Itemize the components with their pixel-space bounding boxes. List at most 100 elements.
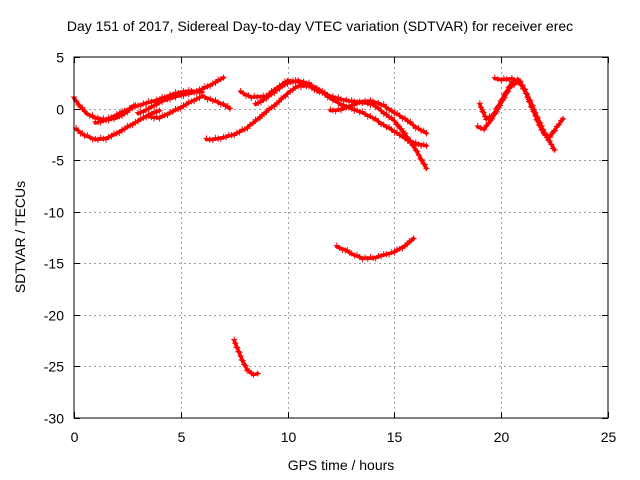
data-point	[233, 344, 240, 350]
x-tick-label: 10	[281, 429, 297, 445]
data-point	[292, 77, 299, 84]
data-point	[156, 115, 163, 122]
data-point	[234, 344, 241, 351]
data-point	[423, 142, 430, 149]
data-point	[135, 118, 142, 125]
axis-ticks: 0 5 10 15 20 25 5 0 -5 -10 -15 -20 -25 -30	[44, 50, 617, 446]
data-point	[356, 109, 363, 116]
data-point	[362, 97, 369, 104]
data-point	[399, 132, 406, 139]
data-point	[116, 129, 123, 136]
data-point	[386, 123, 393, 130]
x-axis-label: GPS time / hours	[287, 457, 395, 473]
data-point	[540, 130, 547, 137]
data-point	[414, 148, 421, 155]
data-point	[528, 103, 535, 110]
data-point	[92, 135, 99, 142]
data-point	[308, 82, 315, 89]
data-point	[305, 79, 312, 86]
data-point	[420, 127, 427, 134]
data-point	[164, 112, 171, 119]
data-point	[527, 99, 534, 106]
data-point	[193, 89, 200, 96]
data-point	[386, 251, 393, 258]
data-point	[204, 96, 211, 103]
series-arc11	[231, 336, 261, 378]
data-point	[177, 105, 184, 112]
data-point	[191, 98, 198, 105]
data-point	[143, 100, 150, 107]
data-point	[79, 104, 86, 111]
data-point	[265, 91, 272, 98]
data-point	[129, 105, 136, 112]
data-point	[548, 141, 555, 148]
data-point	[236, 349, 243, 356]
data-point	[511, 77, 518, 84]
x-tick-label: 5	[178, 429, 186, 445]
data-point	[539, 127, 546, 134]
x-tick-label: 25	[601, 429, 617, 445]
y-tick-label: -5	[52, 153, 65, 169]
data-point	[388, 114, 395, 121]
data-point	[145, 112, 152, 119]
data-point	[237, 353, 244, 360]
data-point	[544, 132, 551, 139]
data-point	[276, 98, 283, 105]
data-point	[552, 127, 559, 134]
data-point	[97, 119, 104, 126]
data-point	[478, 104, 485, 111]
data-point	[89, 112, 96, 119]
data-point	[398, 125, 405, 132]
data-point	[517, 78, 524, 85]
data-point	[287, 87, 294, 94]
data-point	[241, 126, 248, 133]
data-point	[380, 121, 387, 128]
data-point	[203, 135, 210, 142]
data-point	[242, 362, 249, 369]
data-point	[268, 104, 275, 111]
data-point	[537, 122, 544, 129]
data-point	[396, 112, 403, 119]
data-point	[232, 340, 239, 347]
x-tick-label: 20	[494, 429, 510, 445]
data-point	[481, 126, 488, 133]
data-point	[547, 134, 554, 141]
data-point	[415, 125, 422, 132]
data-point	[212, 134, 219, 141]
data-point	[367, 253, 374, 260]
data-point	[338, 107, 344, 114]
x-tick-label: 15	[387, 429, 403, 445]
y-tick-label: -25	[44, 359, 64, 375]
data-point	[531, 109, 538, 116]
data-point	[523, 90, 530, 97]
data-point	[265, 105, 272, 112]
series-arc4	[135, 74, 227, 116]
data-point	[303, 80, 310, 87]
series-arc7	[237, 77, 430, 172]
data-point	[111, 114, 118, 121]
data-point	[279, 82, 286, 89]
data-point	[404, 241, 411, 248]
data-point	[276, 85, 283, 92]
data-point	[483, 116, 490, 123]
data-point	[375, 118, 382, 125]
data-point	[364, 113, 371, 120]
data-point	[410, 235, 417, 242]
data-point	[404, 137, 411, 144]
data-point	[217, 101, 224, 108]
data-point	[116, 111, 123, 118]
data-point	[394, 121, 401, 128]
data-point	[335, 106, 342, 113]
data-point	[499, 96, 506, 103]
data-point	[153, 102, 160, 109]
data-point	[153, 108, 160, 115]
data-point	[100, 135, 107, 142]
data-point	[524, 94, 531, 101]
data-point	[268, 91, 275, 98]
data-point	[319, 87, 326, 94]
data-point	[177, 92, 184, 99]
data-point	[284, 91, 291, 98]
data-point	[380, 101, 387, 108]
data-point	[121, 126, 128, 133]
data-point	[223, 134, 230, 141]
